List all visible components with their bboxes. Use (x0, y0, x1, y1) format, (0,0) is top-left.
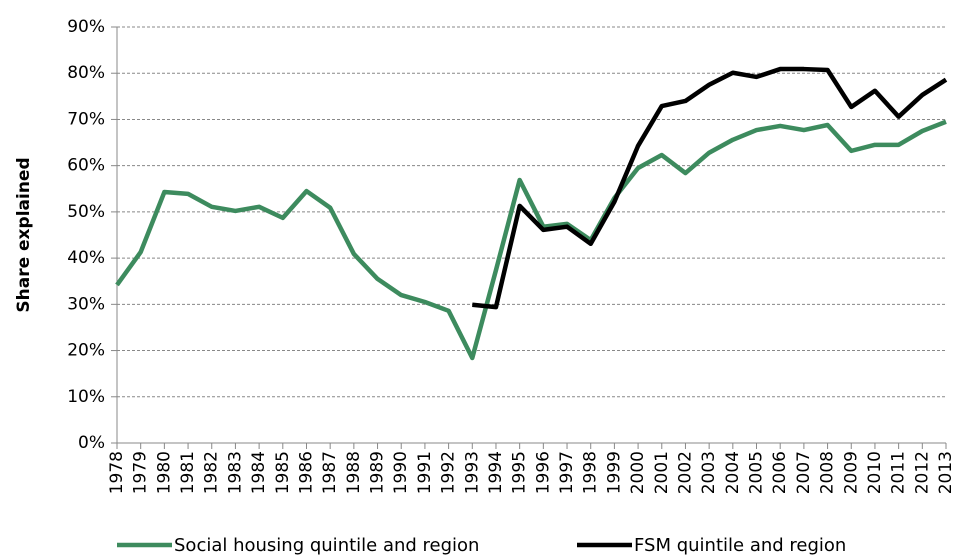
x-tick-label: 1984 (249, 451, 269, 494)
x-tick-label: 2001 (652, 451, 672, 494)
x-tick-label: 1989 (368, 451, 388, 494)
x-tick-label: 2008 (818, 451, 838, 494)
x-tick-label: 1982 (202, 451, 222, 494)
x-tick-label: 2013 (936, 451, 955, 494)
x-tick-label: 2009 (841, 451, 861, 494)
x-tick-label: 1981 (178, 451, 198, 494)
x-tick-label: 1998 (581, 451, 601, 494)
x-tick-label: 1995 (510, 451, 530, 494)
x-tick-label: 1990 (391, 451, 411, 494)
y-tick-label: 90% (67, 17, 105, 37)
y-tick-label: 60% (67, 156, 105, 176)
legend-label: Social housing quintile and region (174, 535, 479, 556)
x-tick-label: 1986 (296, 451, 316, 494)
x-tick-label: 2007 (794, 451, 814, 494)
x-tick-label: 2006 (770, 451, 790, 494)
y-tick-label: 10% (67, 387, 105, 407)
x-tick-label: 1987 (320, 451, 340, 494)
x-tick-label: 2010 (865, 451, 885, 494)
legend-label: FSM quintile and region (634, 535, 846, 556)
x-tick-label: 1993 (462, 451, 482, 494)
y-tick-label: 70% (67, 109, 105, 129)
x-tick-label: 2004 (723, 451, 743, 494)
y-tick-label: 80% (67, 63, 105, 83)
y-axis-label: Share explained (14, 157, 34, 312)
y-tick-label: 50% (67, 202, 105, 222)
x-tick-label: 1979 (131, 451, 151, 494)
y-tick-label: 40% (67, 248, 105, 268)
series-line (472, 66, 948, 310)
x-tick-label: 2003 (699, 451, 719, 494)
x-tick-label: 2012 (912, 451, 932, 494)
x-tick-label: 2005 (747, 451, 767, 494)
x-tick-label: 2011 (889, 451, 909, 494)
x-tick-label: 1999 (604, 451, 624, 494)
x-tick-label: 1991 (415, 451, 435, 494)
x-tick-label: 1994 (486, 451, 506, 494)
x-tick-label: 1980 (154, 451, 174, 494)
x-tick-label: 1978 (107, 451, 127, 494)
y-tick-label: 30% (67, 294, 105, 314)
series-line (115, 119, 947, 361)
x-tick-label: 1983 (225, 451, 245, 494)
x-tick-label: 1997 (557, 451, 577, 494)
x-tick-label: 1996 (533, 451, 553, 494)
x-tick-label: 1992 (439, 451, 459, 494)
x-tick-label: 2002 (675, 451, 695, 494)
x-tick-label: 1985 (273, 451, 293, 494)
x-tick-label: 1988 (344, 451, 364, 494)
y-tick-label: 20% (67, 341, 105, 361)
y-tick-label: 0% (78, 433, 105, 453)
x-tick-label: 2000 (628, 451, 648, 494)
